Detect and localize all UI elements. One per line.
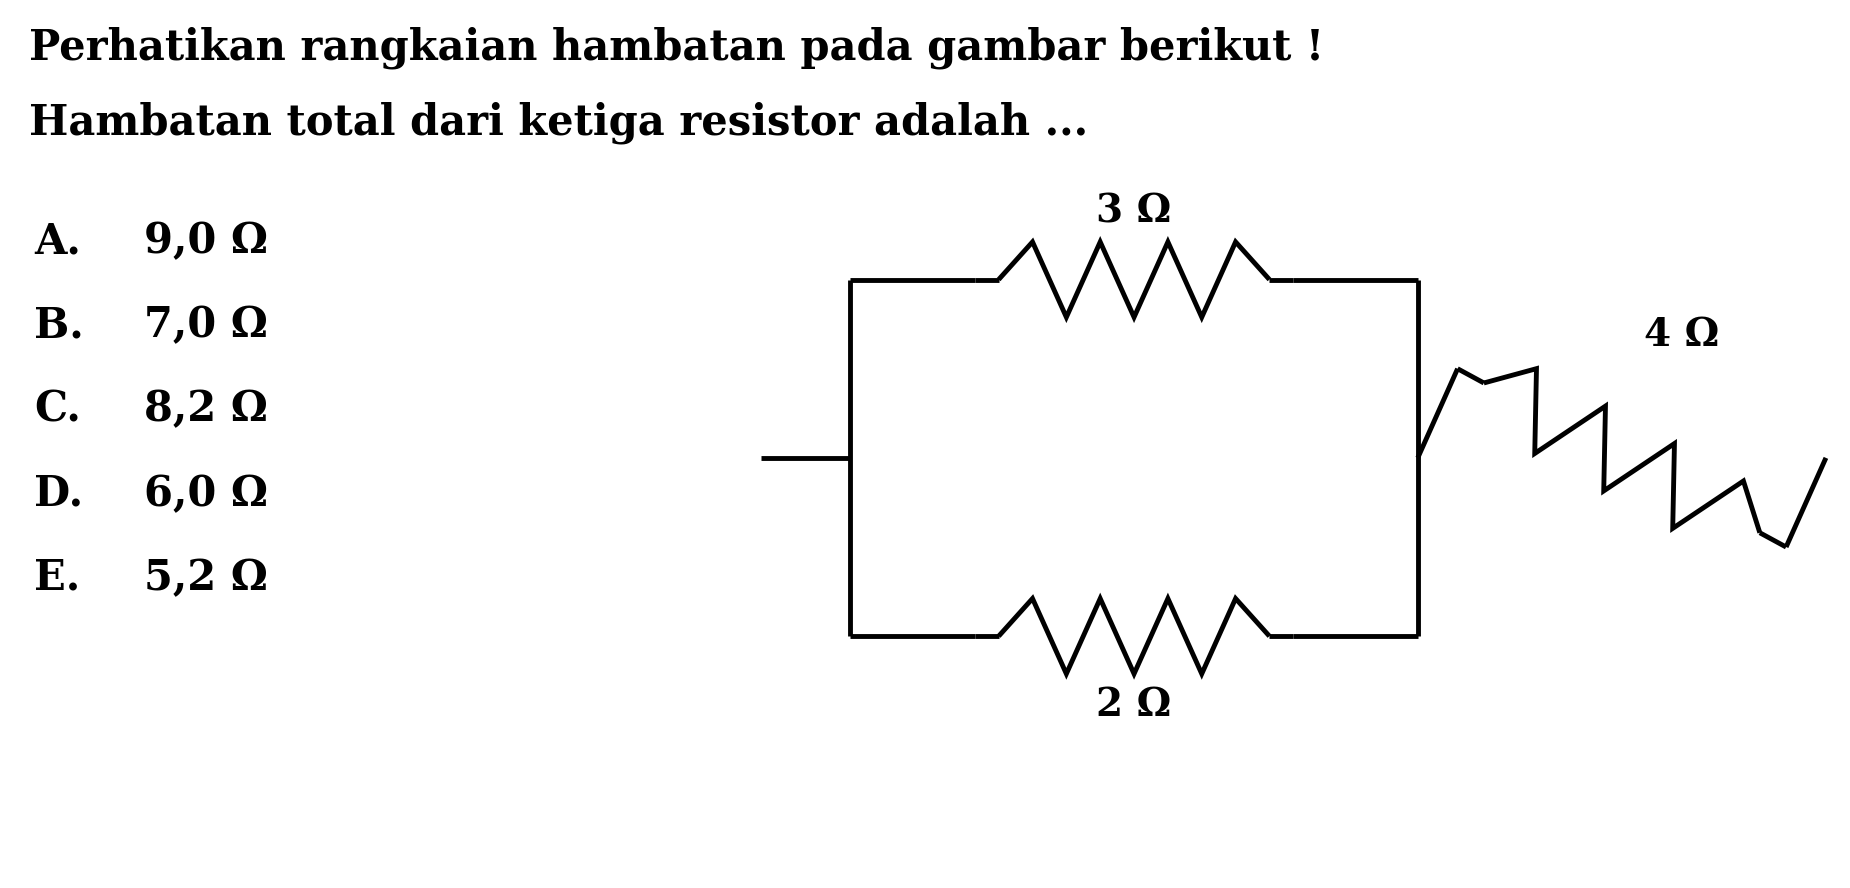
Text: 3 Ω: 3 Ω	[1097, 192, 1171, 230]
Text: 2 Ω: 2 Ω	[1097, 686, 1171, 724]
Text: E.: E.	[33, 557, 80, 599]
Text: 5,2 Ω: 5,2 Ω	[144, 557, 268, 599]
Text: Hambatan total dari ketiga resistor adalah ...: Hambatan total dari ketiga resistor adal…	[30, 101, 1088, 144]
Text: 4 Ω: 4 Ω	[1645, 316, 1719, 353]
Text: 9,0 Ω: 9,0 Ω	[144, 220, 268, 262]
Text: 7,0 Ω: 7,0 Ω	[144, 305, 268, 346]
Text: D.: D.	[33, 472, 83, 515]
Text: A.: A.	[33, 220, 81, 262]
Text: 8,2 Ω: 8,2 Ω	[144, 389, 268, 431]
Text: B.: B.	[33, 305, 83, 346]
Text: Perhatikan rangkaian hambatan pada gambar berikut !: Perhatikan rangkaian hambatan pada gamba…	[30, 27, 1325, 69]
Text: C.: C.	[33, 389, 81, 431]
Text: 6,0 Ω: 6,0 Ω	[144, 472, 268, 515]
